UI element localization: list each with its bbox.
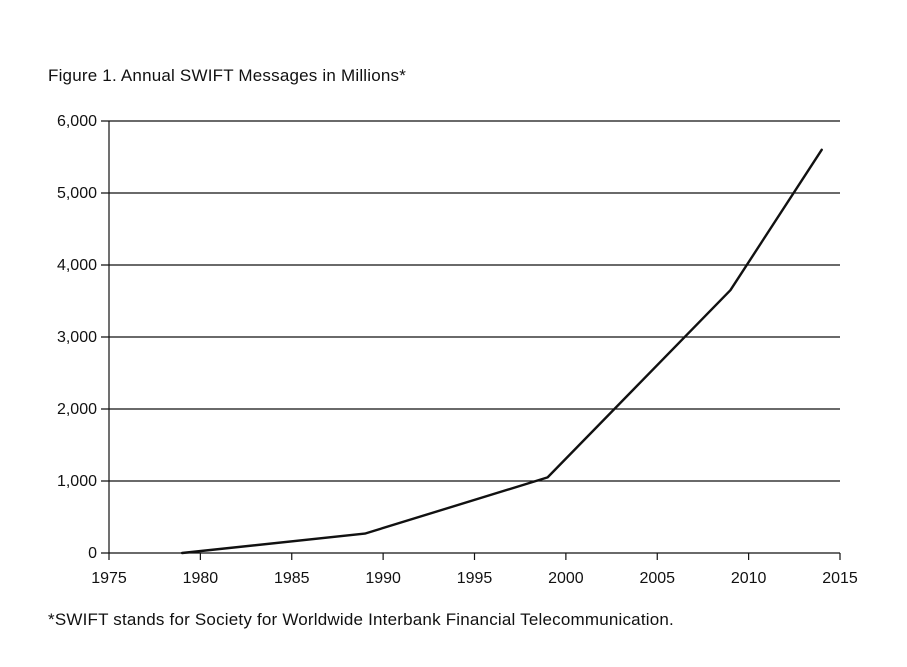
figure-footnote: *SWIFT stands for Society for Worldwide …	[48, 610, 674, 629]
y-tick-label: 1,000	[57, 473, 97, 490]
series-line	[180, 148, 823, 555]
y-tick-label: 5,000	[57, 185, 97, 202]
x-tick-label: 2005	[639, 570, 675, 587]
y-tick-label: 2,000	[57, 401, 97, 418]
x-tick-label: 2000	[548, 570, 584, 587]
x-tick-label: 1990	[365, 570, 401, 587]
x-tick-label: 2015	[822, 570, 858, 587]
x-tick-label: 1995	[457, 570, 493, 587]
y-tick-label: 6,000	[57, 113, 97, 130]
y-tick-label: 3,000	[57, 329, 97, 346]
figure-title: Figure 1. Annual SWIFT Messages in Milli…	[48, 66, 407, 85]
x-tick-label: 1975	[91, 570, 127, 587]
x-tick-label: 2010	[731, 570, 767, 587]
y-tick-label: 0	[88, 545, 97, 562]
y-tick-label: 4,000	[57, 257, 97, 274]
x-tick-label: 1985	[274, 570, 310, 587]
x-tick-label: 1980	[183, 570, 219, 587]
